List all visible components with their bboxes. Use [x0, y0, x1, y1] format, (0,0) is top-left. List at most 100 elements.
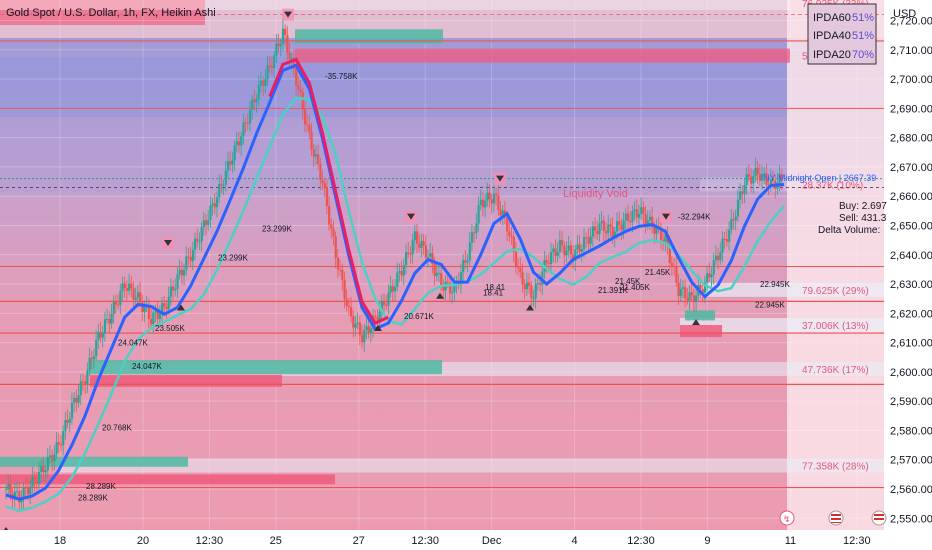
y-tick-label: 2,590.000 — [890, 396, 932, 408]
candle-body — [279, 43, 282, 46]
candle-body — [55, 442, 58, 454]
candle-body — [578, 244, 581, 252]
price-axis-panel[interactable] — [884, 0, 932, 530]
candle-body — [576, 244, 579, 250]
candle-body — [459, 272, 463, 285]
candle-body — [139, 292, 142, 303]
candle-body — [721, 238, 724, 253]
y-tick-label: 2,570.000 — [890, 455, 932, 467]
candle-body — [150, 319, 153, 325]
y-tick-label: 2,680.000 — [890, 133, 932, 145]
x-tick-label: Dec — [482, 535, 502, 547]
candle-body — [739, 191, 742, 200]
candle-body — [394, 286, 397, 292]
candle-body — [332, 228, 335, 237]
goto-realtime-icon[interactable]: ↯ — [779, 510, 795, 526]
candle-body — [736, 199, 740, 217]
candle-body — [106, 318, 109, 320]
candle-body — [769, 179, 773, 187]
candle-body — [378, 311, 381, 322]
chart-title: Gold Spot / U.S. Dollar, 1h, FX, Heikin … — [6, 7, 216, 19]
candle-body — [561, 240, 564, 246]
candle-body — [130, 283, 133, 289]
candle-body — [563, 245, 566, 256]
candle-body — [383, 301, 386, 306]
candle-body — [136, 292, 140, 298]
candle-body — [501, 210, 504, 216]
candle-body — [530, 285, 533, 299]
title-highlight — [0, 0, 205, 25]
candle-body — [90, 357, 93, 360]
candle-body — [240, 136, 243, 146]
us-flag-icon[interactable] — [828, 510, 844, 526]
candle-body — [558, 240, 562, 252]
us-flag-icon-2[interactable] — [871, 510, 887, 526]
candle-body — [462, 260, 465, 273]
candle-body — [426, 256, 430, 258]
candle-body — [75, 397, 78, 403]
x-tick-label: 4 — [572, 535, 578, 547]
y-tick-label: 2,690.000 — [890, 103, 932, 115]
candle-body — [308, 125, 311, 133]
candle-body — [440, 273, 443, 287]
candle-body — [602, 220, 605, 231]
candle-body — [220, 183, 223, 186]
candle-body — [194, 238, 197, 250]
candle-body — [209, 205, 212, 220]
ipda60-label: IPDA60 — [813, 12, 851, 24]
buy-label: Buy: 2.697 — [839, 201, 887, 212]
candle-body — [637, 213, 641, 218]
candle-body — [284, 28, 287, 36]
candle-body — [183, 269, 186, 276]
candle-body — [24, 487, 27, 489]
candle-body — [732, 219, 735, 221]
candle-body — [46, 457, 49, 471]
volume-zone-label: 37.006K (13%) — [802, 321, 869, 332]
candle-body — [323, 183, 326, 188]
y-tick-label: 2,660.000 — [890, 191, 932, 203]
candle-body — [352, 316, 355, 328]
candle-body — [233, 145, 236, 161]
volume-zone-label: 28.37K (10%) — [802, 180, 863, 191]
y-tick-label: 2,670.000 — [890, 162, 932, 174]
candle-body — [488, 192, 491, 200]
candle-body — [114, 302, 118, 305]
candle-body — [574, 249, 577, 261]
candle-body — [48, 455, 52, 458]
time-axis: 18 20 12:30 25 27 12:30 Dec 4 12:30 9 11 12:30 — [54, 535, 871, 547]
candle-body — [539, 283, 542, 285]
y-tick-label: 2,560.000 — [890, 484, 932, 496]
candle-body — [497, 195, 500, 210]
candle-body — [380, 301, 384, 312]
candle-body — [741, 191, 744, 194]
currency-label[interactable]: USD — [893, 8, 916, 20]
volume-zone — [680, 318, 884, 333]
candle-body — [468, 242, 471, 261]
candle-body — [158, 313, 162, 319]
candle-body — [690, 292, 693, 296]
candle-body — [556, 251, 559, 256]
candle-body — [484, 200, 487, 208]
candle-body — [147, 306, 151, 320]
candle-body — [675, 266, 678, 283]
candle-body — [552, 248, 555, 252]
candle-body — [710, 274, 713, 278]
candle-body — [275, 43, 278, 56]
candle-body — [374, 316, 377, 318]
candle-body — [750, 176, 753, 184]
candle-body — [57, 442, 60, 445]
candle-body — [295, 69, 298, 86]
x-tick-label: 18 — [54, 535, 66, 547]
value-label: 18.41 — [483, 289, 504, 298]
candle-body — [97, 331, 100, 341]
order-block-teal — [0, 456, 188, 467]
candle-body — [620, 224, 623, 230]
candle-body — [521, 272, 524, 285]
candle-body — [26, 487, 30, 495]
candle-body — [169, 286, 173, 297]
value-label: 28.289K — [86, 482, 116, 491]
time-axis-panel[interactable] — [0, 530, 932, 550]
candle-body — [706, 273, 709, 283]
candle-body — [686, 298, 689, 301]
